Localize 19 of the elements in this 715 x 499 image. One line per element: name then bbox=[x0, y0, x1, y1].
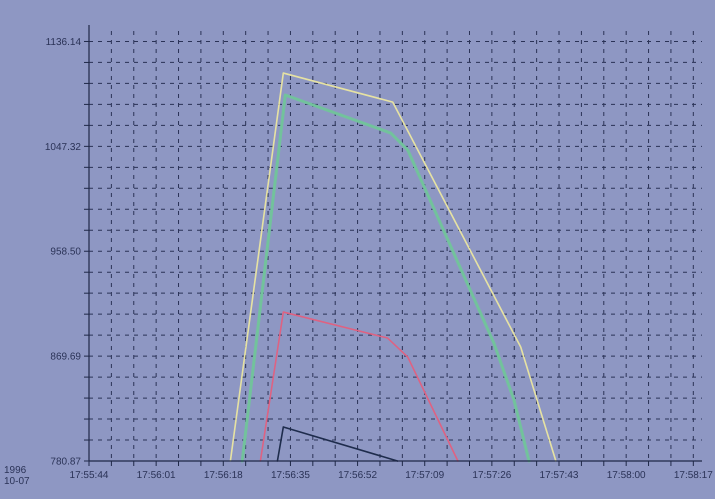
x-tick-label: 17:57:09 bbox=[405, 470, 445, 481]
x-tick-label: 17:58:00 bbox=[606, 470, 646, 481]
y-tick-label: 1047.32 bbox=[44, 142, 82, 153]
line-series bbox=[230, 72, 557, 462]
y-tick-label: 780.87 bbox=[50, 456, 82, 468]
text: 1996 10-07 bbox=[4, 465, 30, 487]
x-tick-label: 17:58:17 bbox=[674, 470, 714, 481]
x-tick-label: 17:55:44 bbox=[70, 470, 109, 481]
x-tick-label: 17:57:26 bbox=[472, 470, 512, 481]
y-tick-label: 869.69 bbox=[50, 352, 82, 363]
x-tick-label: 17:56:18 bbox=[204, 470, 244, 481]
y-tick-label: 1136.14 bbox=[46, 36, 82, 48]
line-series bbox=[240, 94, 530, 462]
x-tick-label: 17:56:35 bbox=[270, 470, 310, 481]
x-tick-label: 17:57:43 bbox=[540, 470, 579, 481]
x-tick-label: 17:56:52 bbox=[338, 470, 378, 481]
y-tick-label: 958.50 bbox=[50, 246, 82, 258]
x-tick-label: 17:56:01 bbox=[136, 470, 176, 481]
line-series bbox=[260, 311, 459, 462]
